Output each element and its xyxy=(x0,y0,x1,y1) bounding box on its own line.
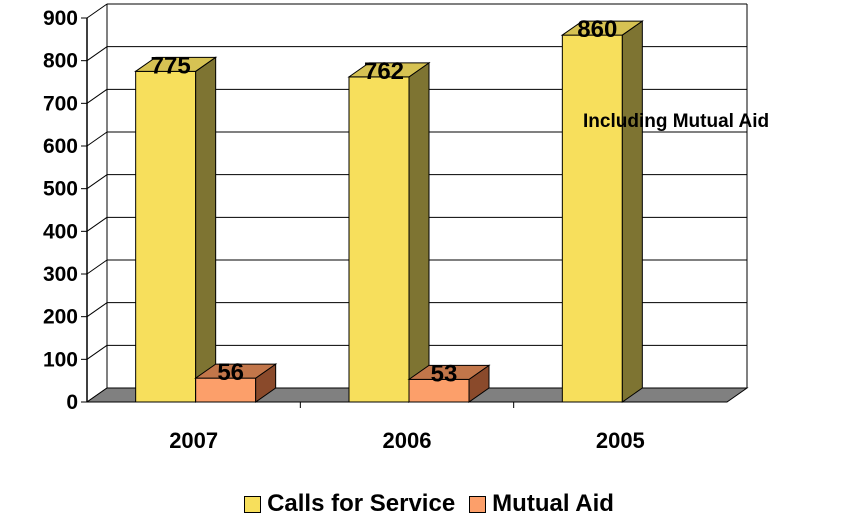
data-label: 860 xyxy=(577,16,617,43)
data-labels: 775 56 762 53 860 xyxy=(151,16,618,387)
gridline-side xyxy=(86,216,108,232)
gridline-side xyxy=(86,3,108,19)
bar-top xyxy=(134,56,218,72)
legend-swatch-calls-for-service xyxy=(244,495,262,513)
bars xyxy=(134,20,644,403)
bar-front xyxy=(135,70,197,403)
data-label: 53 xyxy=(431,360,458,387)
bar-top xyxy=(194,363,278,379)
x-tick-label: 2007 xyxy=(169,428,218,453)
bar-side xyxy=(408,61,430,403)
chart-annotation: Including Mutual Aid xyxy=(583,111,769,132)
y-tick-label: 0 xyxy=(66,391,78,414)
gridline-side xyxy=(86,131,108,147)
bar-side xyxy=(195,56,217,403)
legend-label-mutual-aid: Mutual Aid xyxy=(492,490,614,517)
y-tick-label: 500 xyxy=(43,178,78,201)
legend-item-calls-for-service: Calls for Service xyxy=(244,490,455,518)
gridline-side xyxy=(86,344,108,360)
gridline-side xyxy=(86,302,108,318)
bar-front xyxy=(561,34,623,403)
y-tick-label: 200 xyxy=(43,306,78,329)
legend: Calls for Service Mutual Aid xyxy=(0,490,858,518)
data-label: 762 xyxy=(364,58,404,85)
gridline-side xyxy=(86,46,108,62)
x-tick-label: 2006 xyxy=(383,428,432,453)
bar-chart: 0 100 200 300 400 500 600 700 800 900 2007 2006 2005… xyxy=(43,3,769,453)
y-tick-label: 800 xyxy=(43,50,78,73)
legend-label-calls-for-service: Calls for Service xyxy=(267,490,456,517)
legend-swatch-mutual-aid xyxy=(469,495,487,513)
y-tick-label: 700 xyxy=(43,92,78,115)
gridline-side xyxy=(86,88,108,104)
x-tick-label: 2005 xyxy=(596,428,645,453)
y-tick-label: 600 xyxy=(43,135,78,158)
bar-top xyxy=(560,20,644,36)
y-tick-label: 400 xyxy=(43,220,78,243)
gridline-side xyxy=(86,259,108,275)
bar-front xyxy=(348,76,410,403)
bar-top xyxy=(407,364,491,380)
y-tick-label: 100 xyxy=(43,348,78,371)
y-tick-label: 300 xyxy=(43,263,78,286)
data-label: 775 xyxy=(151,52,191,79)
legend-item-mutual-aid: Mutual Aid xyxy=(469,490,614,518)
y-tick-label: 900 xyxy=(43,7,78,30)
gridline-side xyxy=(86,174,108,190)
data-label: 56 xyxy=(217,359,244,386)
bar-top xyxy=(347,62,431,78)
bar-side xyxy=(621,20,643,403)
